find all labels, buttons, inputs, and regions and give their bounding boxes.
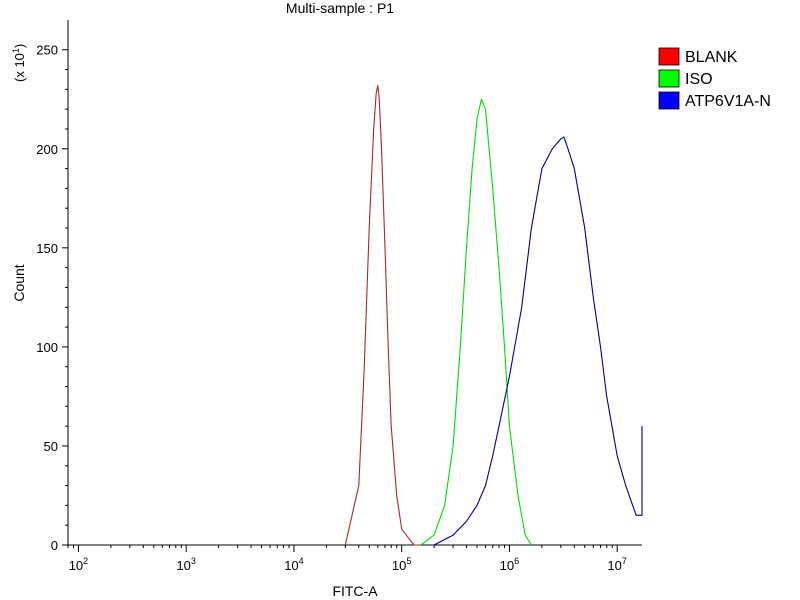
x-tick-label: 103 xyxy=(176,556,195,573)
legend-label: ISO xyxy=(685,71,713,88)
y-multiplier-close: ) xyxy=(12,44,27,48)
legend-swatch xyxy=(658,69,680,88)
x-tick-exp: 5 xyxy=(406,556,411,566)
x-tick-base: 10 xyxy=(500,558,514,573)
y-multiplier-label: (x 101) xyxy=(11,44,27,82)
y-tick-label: 100 xyxy=(36,340,58,355)
series-line-blank xyxy=(344,84,421,546)
y-tick-label: 0 xyxy=(51,538,58,553)
x-tick-label: 106 xyxy=(500,556,519,573)
chart-title: Multi-sample : P1 xyxy=(286,0,394,16)
x-tick-exp: 2 xyxy=(83,556,88,566)
legend-swatch xyxy=(658,47,680,66)
x-tick-base: 10 xyxy=(607,558,621,573)
x-tick-label: 104 xyxy=(284,556,303,573)
series-lines xyxy=(344,84,643,546)
x-tick-label: 102 xyxy=(69,556,88,573)
y-tick-label: 200 xyxy=(36,142,58,157)
y-multiplier-exp: 1 xyxy=(11,48,21,53)
legend-label: ATP6V1A-N xyxy=(685,93,771,110)
x-tick-exp: 6 xyxy=(514,556,519,566)
x-tick-base: 10 xyxy=(284,558,298,573)
legend-swatch xyxy=(658,91,680,110)
y-axis-title: Count xyxy=(11,264,27,301)
x-tick-exp: 3 xyxy=(191,556,196,566)
series-line-atp6v1a-n xyxy=(433,136,643,546)
y-tick-label: 250 xyxy=(36,43,58,58)
y-axis-ticks: 0 50 100 150 200 250 xyxy=(36,43,68,553)
y-tick-label: 50 xyxy=(44,439,58,454)
x-axis-title: FITC-A xyxy=(332,583,378,599)
series-line-iso xyxy=(420,98,532,546)
y-tick-label: 150 xyxy=(36,241,58,256)
plot-frame xyxy=(67,20,642,546)
x-tick-exp: 7 xyxy=(622,556,627,566)
x-tick-base: 10 xyxy=(176,558,190,573)
legend: BLANK ISO ATP6V1A-N xyxy=(658,47,771,110)
x-tick-label: 107 xyxy=(607,556,626,573)
y-multiplier-base: (x 10 xyxy=(12,53,27,82)
x-tick-exp: 4 xyxy=(299,556,304,566)
x-tick-label: 105 xyxy=(392,556,411,573)
legend-label: BLANK xyxy=(685,49,738,66)
x-tick-base: 10 xyxy=(69,558,83,573)
x-axis-ticks: 102 103 104 105 106 107 xyxy=(67,545,627,573)
x-tick-base: 10 xyxy=(392,558,406,573)
